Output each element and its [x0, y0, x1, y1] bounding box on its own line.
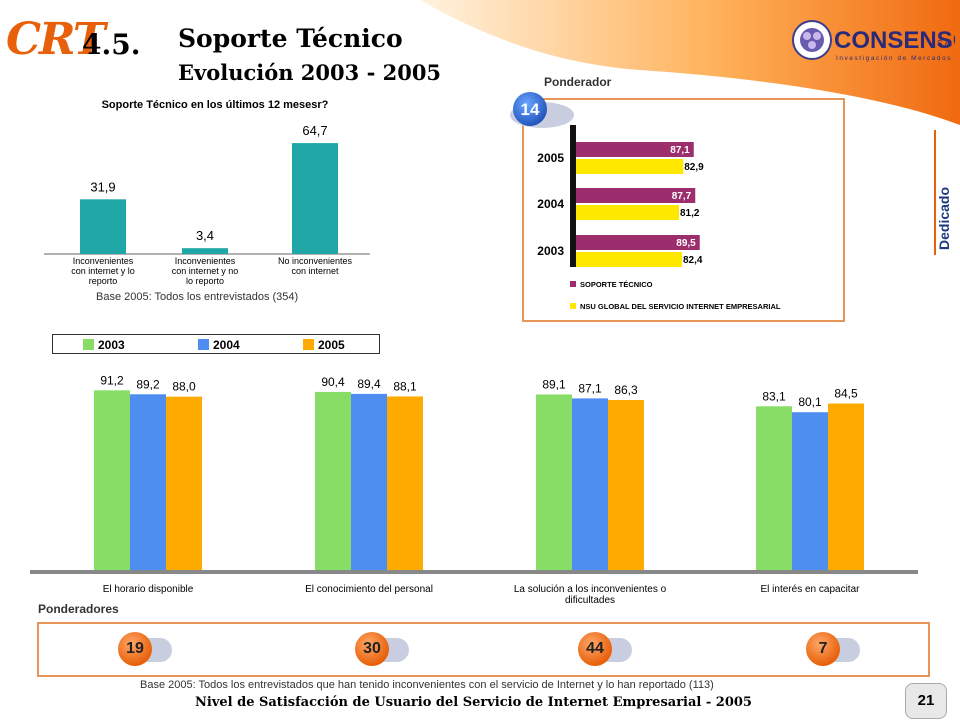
- category-label: El horario disponible: [103, 584, 194, 595]
- bar-value-label: 89,2: [136, 377, 160, 391]
- ponderador-hbar-chart: 14 200587,182,9200487,781,2200389,582,4 …: [510, 92, 781, 311]
- ponderadores-panel: [37, 622, 930, 677]
- chart-title: Soporte Técnico en los últimos 12 mesesr…: [102, 99, 329, 111]
- legend-swatch: [570, 303, 576, 309]
- consenso-logo: CONSENSO S.A. Investigación de Mercados: [792, 20, 955, 62]
- legend: 2003 2004 2005: [52, 334, 380, 354]
- hbar-value-label: 87,7: [672, 191, 692, 202]
- bar-value-label: 89,1: [542, 377, 566, 391]
- hbar-value-label: 82,4: [683, 255, 703, 266]
- bar: [792, 412, 828, 570]
- legend-swatch: [83, 339, 94, 350]
- year-label: 2004: [537, 197, 564, 211]
- bar-value-label: 90,4: [321, 375, 345, 389]
- ponderador-badge: [513, 92, 547, 126]
- ponderadores-label: Ponderadores: [38, 602, 119, 616]
- brand-name: CONSENSO: [834, 27, 955, 54]
- bar: [292, 143, 338, 254]
- bar: [756, 406, 792, 570]
- brand-suffix: S.A.: [937, 39, 952, 48]
- bar: [572, 398, 608, 570]
- dedicado-tab: [934, 130, 960, 255]
- hbar-value-label: 89,5: [676, 238, 696, 249]
- legend-label: SOPORTE TÉCNICO: [580, 280, 653, 289]
- bar: [315, 391, 351, 570]
- bar-value-label: 86,3: [614, 383, 638, 397]
- legend-label: NSU GLOBAL DEL SERVICIO INTERNET EMPRESA…: [580, 302, 781, 311]
- category-label: El conocimiento del personal: [305, 584, 433, 595]
- category-label: La solución a los inconvenientes o dificu…: [514, 584, 667, 606]
- bar: [828, 403, 864, 570]
- year-label: 2005: [537, 151, 564, 165]
- year-label: 2003: [537, 244, 564, 258]
- weight-badge: 19: [118, 632, 152, 666]
- bar-value-label: 87,1: [578, 381, 602, 395]
- ponderador-badge-value: 14: [521, 100, 540, 119]
- top-bar-chart: Soporte Técnico en los últimos 12 mesesr…: [44, 99, 370, 286]
- bar: [387, 396, 423, 570]
- dedicado-label: Dedicado: [936, 186, 952, 250]
- y-axis-bar: [570, 125, 576, 267]
- bar: [94, 390, 130, 570]
- section-number: 4.5.: [82, 28, 141, 61]
- category-label: Inconvenientes con internet y no lo report…: [172, 256, 239, 286]
- bar-value-label: 88,0: [172, 380, 196, 394]
- footer-text: Nivel de Satisfacción de Usuario del Ser…: [195, 695, 752, 710]
- legend-label: 2003: [98, 338, 125, 352]
- legend-swatch: [198, 339, 209, 350]
- hbar: [576, 252, 682, 267]
- base-note-bottom: Base 2005: Todos los entrevistados que h…: [140, 679, 714, 691]
- bar-value-label: 83,1: [762, 389, 786, 403]
- weight-badge: 44: [578, 632, 612, 666]
- hbar: [576, 205, 679, 220]
- bar: [166, 396, 202, 570]
- bar-value-label: 91,2: [100, 373, 124, 387]
- weight-badge: 30: [355, 632, 389, 666]
- bar: [182, 248, 228, 254]
- bar-value-label: 80,1: [798, 395, 822, 409]
- bar-value-label: 89,4: [357, 377, 381, 391]
- bar-value-label: 88,1: [393, 379, 417, 393]
- bar-value-label: 3,4: [196, 228, 214, 243]
- hbar-value-label: 82,9: [684, 162, 704, 173]
- legend-swatch: [570, 281, 576, 287]
- bar: [130, 394, 166, 570]
- brand-tagline: Investigación de Mercados: [836, 55, 952, 62]
- hbar-value-label: 87,1: [670, 145, 690, 156]
- page-subtitle: Evolución 2003 - 2005: [178, 60, 442, 85]
- bar: [536, 394, 572, 570]
- page-title: Soporte Técnico: [178, 24, 403, 53]
- ponderador-panel: [522, 98, 845, 322]
- bar-value-label: 64,7: [302, 123, 327, 138]
- base-note-top: Base 2005: Todos los entrevistados (354): [96, 291, 299, 303]
- hbar: [576, 159, 684, 174]
- crt-logo: CRT: [6, 14, 106, 65]
- hbar: [576, 235, 700, 250]
- hbar: [576, 188, 696, 203]
- bar: [351, 393, 387, 570]
- category-label: El interés en capacitar: [761, 584, 861, 595]
- hbar: [576, 142, 694, 157]
- page-number: 21: [905, 683, 947, 719]
- bar-value-label: 31,9: [90, 179, 115, 194]
- bar-value-label: 84,5: [834, 387, 858, 401]
- ponderador-label: Ponderador: [544, 75, 612, 89]
- category-label: No inconvenientes con internet: [278, 256, 353, 276]
- grouped-bar-chart: 91,2 89,2 88,0 El horario disponible 90,4 89,…: [30, 373, 918, 606]
- x-axis: [30, 570, 918, 574]
- legend-swatch: [303, 339, 314, 350]
- legend-label: 2004: [213, 338, 240, 352]
- hbar-value-label: 81,2: [680, 208, 700, 219]
- bar: [80, 199, 126, 254]
- category-label: Inconvenientes con internet y lo reporto: [71, 256, 135, 286]
- legend-label: 2005: [318, 338, 345, 352]
- bar: [608, 399, 644, 570]
- weight-badge: 7: [806, 632, 840, 666]
